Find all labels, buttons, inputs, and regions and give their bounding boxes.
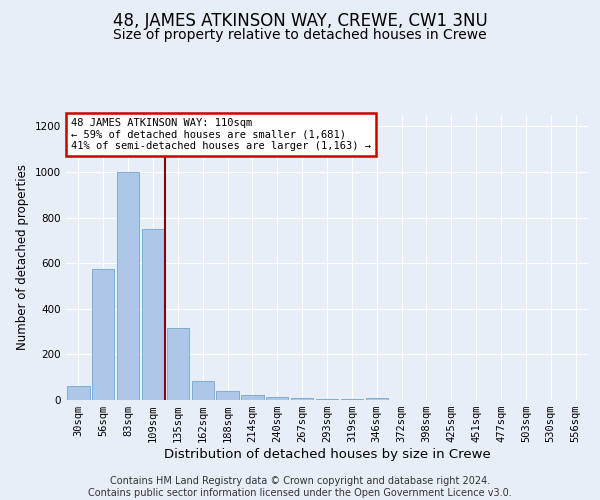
Text: 48 JAMES ATKINSON WAY: 110sqm
← 59% of detached houses are smaller (1,681)
41% o: 48 JAMES ATKINSON WAY: 110sqm ← 59% of d… [71, 118, 371, 151]
Bar [316, 399, 338, 400]
Bar [217, 391, 239, 400]
Text: 48, JAMES ATKINSON WAY, CREWE, CW1 3NU: 48, JAMES ATKINSON WAY, CREWE, CW1 3NU [113, 12, 487, 30]
Bar [117, 172, 139, 400]
Bar [142, 229, 164, 400]
Text: Size of property relative to detached houses in Crewe: Size of property relative to detached ho… [113, 28, 487, 42]
Bar [191, 380, 214, 400]
Bar [266, 396, 289, 400]
Bar [241, 395, 263, 400]
Text: Contains HM Land Registry data © Crown copyright and database right 2024.
Contai: Contains HM Land Registry data © Crown c… [88, 476, 512, 498]
Bar [167, 328, 189, 400]
Bar [67, 386, 89, 400]
X-axis label: Distribution of detached houses by size in Crewe: Distribution of detached houses by size … [164, 448, 490, 461]
Bar [365, 398, 388, 400]
Bar [291, 398, 313, 400]
Bar [92, 269, 115, 400]
Y-axis label: Number of detached properties: Number of detached properties [16, 164, 29, 350]
